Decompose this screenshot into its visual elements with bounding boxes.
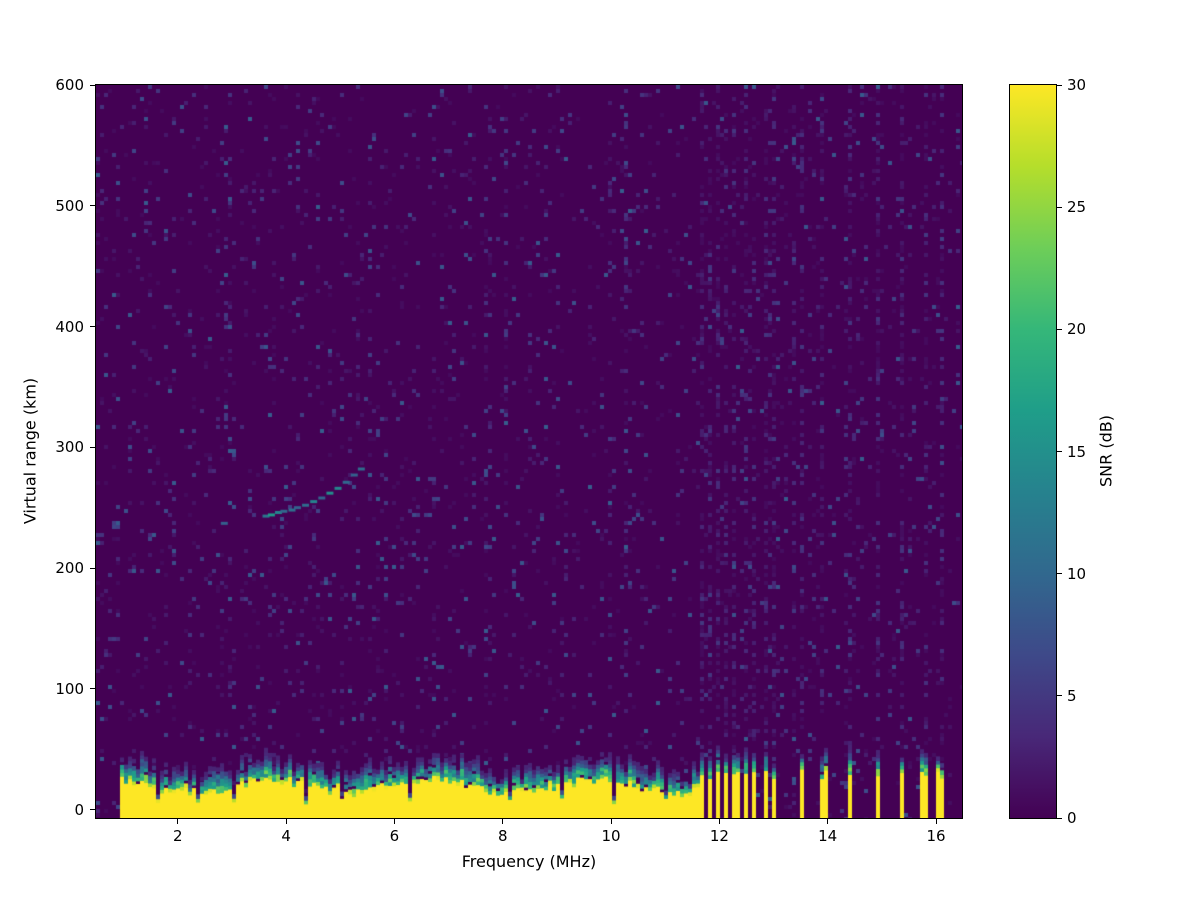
x-tick-label: 16 [926,827,946,845]
x-tick-label: 2 [172,827,183,845]
colorbar-tick-label: 5 [1067,686,1077,705]
y-tick-mark [90,688,95,690]
colorbar-tick-mark [1057,695,1062,697]
colorbar-tick-label: 0 [1067,809,1077,827]
colorbar-tick-label: 25 [1067,198,1087,217]
y-tick-label: 400 [55,317,84,336]
colorbar-tick-mark [1057,451,1062,452]
y-tick-label: 200 [55,559,84,578]
x-tick-mark [610,819,612,824]
x-tick-label: 4 [281,827,291,845]
colorbar-tick-label: 10 [1067,564,1087,583]
y-tick-label: 500 [55,196,84,215]
colorbar-tick-label: 20 [1067,320,1087,339]
x-tick-label: 12 [709,827,729,845]
x-axis-ticks: 2 4 6 8 10 12 14 16 [96,819,962,859]
colorbar-tick-label: 15 [1067,442,1087,461]
y-axis-ticks: 0 100 200 300 400 500 600 [0,76,96,819]
y-tick-label: 300 [55,438,84,457]
colorbar-ticks: 0 5 10 15 20 25 30 [1057,76,1117,827]
y-tick-label: 100 [55,679,84,698]
y-axis-label: Virtual range (km) [20,377,40,525]
y-tick-mark [90,84,95,86]
colorbar-tick-label: 30 [1067,76,1087,94]
y-tick-mark [90,205,95,207]
plot-area [95,84,963,819]
colorbar-tick-mark [1057,328,1062,330]
y-tick-label: 0 [74,800,84,819]
colorbar-tick-mark [1057,206,1062,208]
colorbar-tick-mark [1057,573,1062,575]
x-tick-mark [285,819,287,824]
colorbar-label: SNR (dB) [1096,415,1116,487]
x-tick-label: 14 [818,827,838,845]
y-tick-mark [90,326,95,328]
colorbar-tick-mark [1057,84,1062,86]
ionogram-heatmap-canvas [96,85,962,818]
colorbar [1009,84,1057,819]
y-tick-mark [90,809,95,811]
x-tick-mark [502,819,504,824]
x-tick-label: 8 [497,827,508,845]
y-tick-label: 600 [55,76,84,94]
colorbar-gradient [1010,85,1056,818]
x-tick-mark [935,819,937,824]
x-tick-mark [393,819,395,824]
x-tick-label: 6 [389,827,400,845]
x-tick-mark [827,819,829,824]
x-tick-mark [177,819,179,824]
x-tick-mark [718,819,720,824]
x-axis-label: Frequency (MHz) [461,852,597,871]
y-tick-mark [90,446,95,448]
y-tick-mark [90,567,95,569]
colorbar-tick-mark [1057,817,1062,819]
x-tick-label: 10 [601,827,621,845]
